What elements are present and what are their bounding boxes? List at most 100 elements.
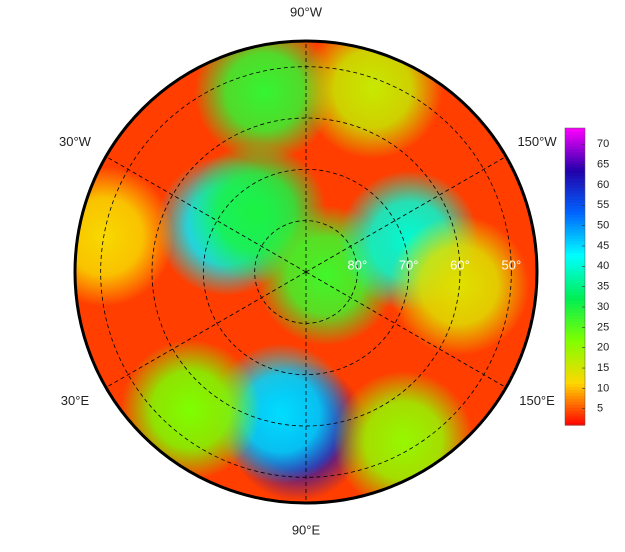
meridian-line	[305, 271, 507, 388]
colorbar-segment	[565, 246, 585, 251]
colorbar-segment	[565, 128, 585, 132]
colorbar-segment	[565, 338, 585, 343]
colorbar-segment	[565, 151, 585, 156]
colorbar-tick-label: 50	[597, 220, 609, 232]
colorbar-segment	[565, 163, 585, 168]
field-cell	[302, 41, 443, 159]
colorbar-segment	[565, 285, 585, 289]
colorbar-segment	[565, 169, 585, 174]
colorbar-tick-label: 60	[597, 179, 609, 191]
colorbar-segment	[565, 166, 585, 171]
colorbar-segment	[565, 395, 585, 399]
colorbar-tick-label: 20	[597, 342, 609, 354]
colorbar-segment	[565, 297, 585, 301]
colorbar-tick-label: 5	[597, 403, 603, 415]
colorbar-segment	[565, 368, 585, 373]
colorbar-segment	[565, 353, 585, 358]
colorbar-segment	[565, 282, 585, 287]
colorbar-segment	[565, 255, 585, 260]
colorbar-segment	[565, 407, 585, 411]
colorbar-segment	[565, 226, 585, 230]
colorbar-segment	[565, 291, 585, 295]
colorbar-segment	[565, 208, 585, 212]
colorbar-segment	[565, 315, 585, 319]
colorbar-segment	[565, 136, 585, 141]
meridian-line	[305, 156, 507, 273]
colorbar-tick-label: 25	[597, 321, 609, 333]
colorbar-segment	[565, 324, 585, 328]
colorbar-segment	[565, 410, 585, 414]
colorbar-tick-label: 35	[597, 281, 609, 293]
colorbar-segment	[565, 321, 585, 325]
colorbar-segment	[565, 184, 585, 188]
colorbar-segment	[565, 211, 585, 215]
colorbar-segment	[565, 240, 585, 245]
colorbar-segment	[565, 413, 585, 417]
colorbar-segment	[565, 261, 585, 266]
colorbar-segment	[565, 223, 585, 227]
colorbar-segment	[565, 175, 585, 180]
colorbar-segment	[565, 214, 585, 218]
longitude-label: 150°E	[519, 393, 555, 408]
colorbar-segment	[565, 389, 585, 393]
longitude-label: 30°W	[59, 134, 92, 149]
colorbar-segment	[565, 326, 585, 331]
colorbar-segment	[565, 294, 585, 298]
latitude-label: 50°	[501, 257, 521, 272]
colorbar-segment	[565, 154, 585, 159]
colorbar-segment	[565, 258, 585, 263]
colorbar-segment	[565, 276, 585, 281]
colorbar-segment	[565, 312, 585, 316]
colorbar-segment	[565, 279, 585, 284]
colorbar-segment	[565, 398, 585, 402]
colorbar-segment	[565, 383, 585, 387]
colorbar-segment	[565, 419, 585, 423]
latitude-label: 70°	[399, 257, 419, 272]
colorbar-segment	[565, 193, 585, 197]
colorbar-segment	[565, 270, 585, 275]
colorbar-segment	[565, 252, 585, 257]
latitude-circle	[202, 168, 410, 376]
colorbar-frame	[564, 127, 586, 426]
colorbar-segment	[565, 145, 585, 150]
longitude-label: 30°E	[61, 393, 90, 408]
colorbar-segment	[565, 300, 585, 304]
colorbar-segment	[565, 228, 585, 233]
meridian-line	[105, 271, 307, 388]
colorbar-segment	[565, 148, 585, 153]
latitude-label: 80°	[347, 257, 367, 272]
colorbar-segment	[565, 178, 585, 183]
colorbar-segment	[565, 187, 585, 191]
colorbar-segment	[565, 231, 585, 236]
colorbar-segment	[565, 422, 585, 426]
longitude-label: 150°W	[517, 134, 557, 149]
colorbar-segment	[565, 190, 585, 194]
colorbar-segment	[565, 243, 585, 248]
colorbar-segment	[565, 157, 585, 162]
colorbar-tick-label: 15	[597, 362, 609, 374]
colorbar-segment	[565, 341, 585, 346]
colorbar-segment	[565, 392, 585, 396]
colorbar-segment	[565, 196, 585, 200]
colorbar-segment	[565, 202, 585, 206]
colorbar-segment	[565, 217, 585, 221]
colorbar-segment	[565, 273, 585, 278]
colorbar-segment	[565, 249, 585, 254]
colorbar-segment	[565, 220, 585, 224]
colorbar-segment	[565, 401, 585, 405]
colorbar-tick-label: 45	[597, 240, 609, 252]
longitude-label: 90°E	[292, 522, 321, 537]
field-cell	[120, 339, 261, 480]
colorbar-segment	[565, 374, 585, 379]
field-cell	[333, 370, 474, 503]
field-cell	[389, 215, 530, 356]
colorbar-segment	[565, 181, 585, 186]
meridian-line	[105, 156, 307, 273]
colorbar-segment	[565, 267, 585, 272]
field-cell	[194, 41, 335, 162]
colorbar-segment	[565, 335, 585, 340]
colorbar-segment	[565, 172, 585, 177]
colorbar-segment	[565, 139, 585, 144]
colorbar-segment	[565, 404, 585, 408]
